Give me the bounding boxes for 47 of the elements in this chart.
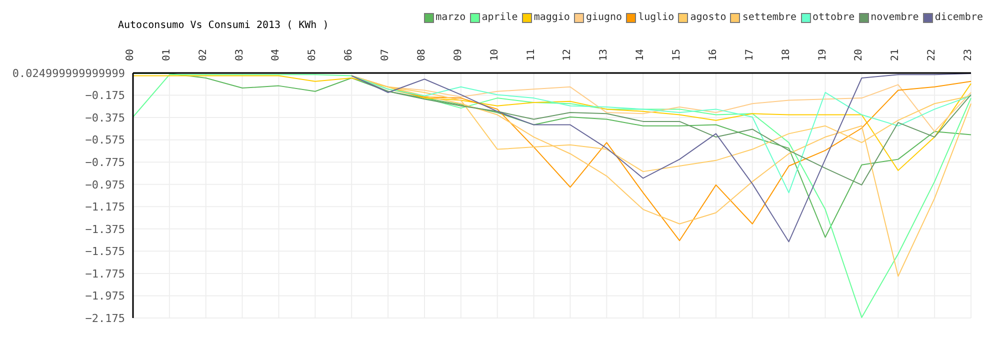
y-tick-label: −0.575 [85,134,125,147]
y-tick-label: −0.375 [85,111,125,124]
y-tick-label: −1.775 [85,267,125,280]
y-tick-label: −1.375 [85,222,125,236]
x-tick-label: 17 [744,48,756,61]
x-tick-label: 15 [672,48,683,61]
x-tick-label: 20 [854,48,865,61]
x-tick-label: 22 [926,48,938,61]
y-tick-label: −2.175 [85,312,125,325]
legend-label: maggio [532,12,570,23]
legend-label: luglio [637,12,674,23]
y-tick-label: −0.175 [85,89,125,102]
x-tick-label: 18 [780,48,792,61]
y-tick-label: −0.775 [85,156,125,169]
x-tick-label: 21 [890,48,902,61]
x-tick-label: 08 [416,48,428,61]
x-tick-label: 13 [598,48,610,61]
x-tick-label: 01 [161,48,172,61]
legend-label: agosto [689,12,726,23]
chart-title: Autoconsumo Vs Consumi 2013 ( KWh ) [118,20,329,31]
legend-label: novembre [870,12,919,23]
x-tick-label: 05 [307,48,318,61]
x-tick-label: 19 [817,48,828,61]
legend-label: marzo [434,12,466,23]
y-tick-label: 0.024999999999999 [12,66,125,80]
x-tick-label: 02 [198,48,209,61]
x-tick-label: 09 [452,48,464,61]
legend-label: aprile [480,12,518,23]
y-tick-label: −1.175 [85,200,125,214]
y-tick-label: −1.975 [85,290,125,303]
x-tick-label: 06 [344,48,355,61]
legend-label: giugno [584,12,622,23]
x-tick-label: 03 [234,48,246,61]
x-tick-label: 16 [708,48,719,61]
y-tick-label: −1.575 [85,245,125,258]
y-tick-label: −0.975 [85,178,125,192]
x-tick-label: 23 [963,48,974,61]
x-tick-label: 11 [526,48,537,61]
legend-label: dicembre [934,12,983,23]
x-tick-label: 04 [270,48,282,61]
legend-label: ottobre [812,12,855,23]
x-tick-label: 12 [562,48,574,61]
x-tick-label: 14 [635,48,646,61]
x-tick-label: 00 [125,48,136,61]
x-tick-label: 10 [489,48,500,61]
legend-label: settembre [741,12,796,23]
x-tick-label: 07 [380,48,392,61]
